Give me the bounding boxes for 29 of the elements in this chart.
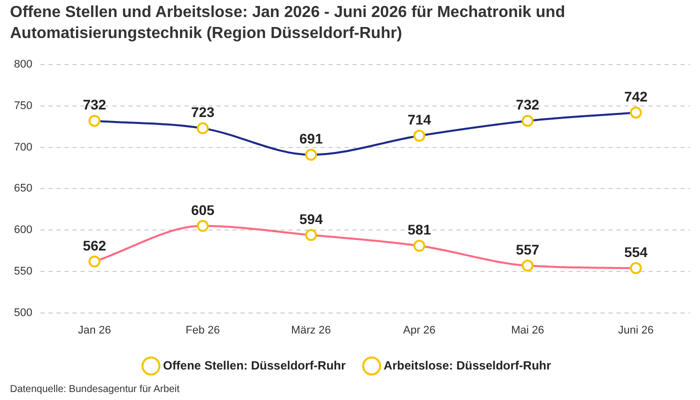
x-tick-label: Juni 26 xyxy=(618,324,654,336)
data-label: 742 xyxy=(624,88,648,104)
y-tick-label: 650 xyxy=(14,182,32,195)
text: Datenquelle: Bundesagentur für Arbeit xyxy=(10,384,180,395)
y-tick-label: 500 xyxy=(14,306,32,319)
legend-label: Offene Stellen: Düsseldorf-Ruhr xyxy=(162,358,346,372)
data-label: 723 xyxy=(191,104,215,120)
data-label: 554 xyxy=(624,244,648,260)
x-tick-label: Apr 26 xyxy=(403,324,436,336)
chart-title: Offene Stellen und Arbeitslose: Jan 2026 - Juni 2026 für Mechatronik und Automatisierungstechnik (Region Düsseldorf-Ruhr) xyxy=(10,3,566,44)
data-label: 594 xyxy=(299,210,323,227)
data-label: 581 xyxy=(408,222,432,238)
y-tick-label: 550 xyxy=(14,265,32,278)
x-tick-label: März 26 xyxy=(291,324,331,336)
y-tick-label: 600 xyxy=(14,224,32,236)
data-label: 562 xyxy=(82,237,106,254)
data-label: 605 xyxy=(191,202,215,218)
y-tick-label: 700 xyxy=(14,141,32,154)
data-label: 557 xyxy=(516,242,540,258)
data-label: 714 xyxy=(408,112,432,128)
data-label: 732 xyxy=(82,96,106,113)
data-label: 732 xyxy=(516,96,540,113)
x-tick-label: Mai 26 xyxy=(511,324,544,336)
y-tick-label: 750 xyxy=(14,100,32,112)
x-tick-label: Jan 26 xyxy=(78,324,112,336)
data-label: 691 xyxy=(299,130,323,147)
x-tick-label: Feb 26 xyxy=(186,324,220,336)
legend-label: Arbeitslose: Düsseldorf-Ruhr xyxy=(384,358,552,372)
y-tick-label: 800 xyxy=(14,58,32,71)
